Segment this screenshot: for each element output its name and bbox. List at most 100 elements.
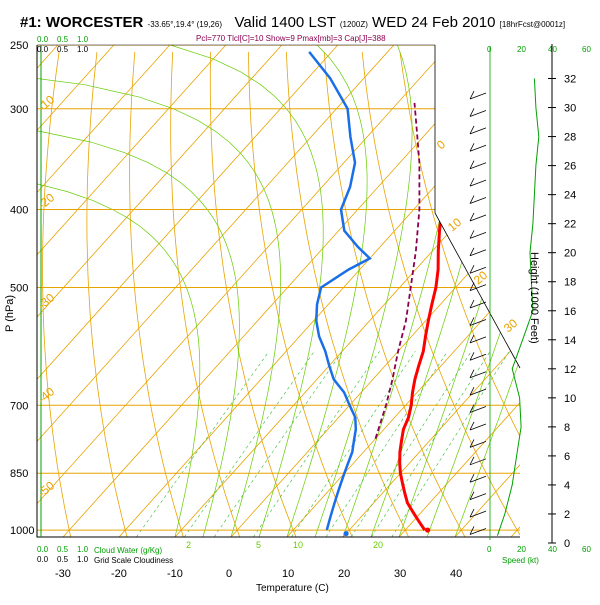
dry-adiabat-line — [210, 52, 296, 537]
cloud-scale-top-sub-label: 0.5 — [57, 45, 69, 54]
dry-adiabat-line — [87, 52, 127, 537]
cloud-scale-top-label: 0.0 — [37, 35, 49, 44]
cloud-scale-top-sub-label: 1.0 — [77, 45, 89, 54]
pressure-tick-label: 250 — [10, 40, 28, 52]
isotherm-line — [0, 45, 58, 537]
plot-area — [0, 45, 600, 537]
height-tick-label: 12 — [564, 364, 576, 376]
x-axis-label: Temperature (C) — [256, 583, 329, 594]
station-name: #1: WORCESTER — [20, 14, 143, 31]
height-tick-label: 18 — [564, 277, 576, 289]
dry-adiabat-line — [249, 52, 353, 537]
height-tick-label: 14 — [564, 335, 576, 347]
cloud-scale-bottom-sub-label: 0.5 — [57, 555, 69, 564]
temperature-tick-label: -20 — [111, 568, 127, 580]
cloud-scale-bottom-sub-label: 0.0 — [37, 555, 49, 564]
isotherm-line — [0, 45, 394, 537]
forecast-info: [18hrFcst@0001z] — [500, 20, 565, 29]
dry-adiabat-label: 30 — [501, 316, 520, 336]
mixing-ratio-label: 5 — [256, 540, 261, 550]
speed-tick-label-top: 0 — [487, 45, 492, 54]
dry-adiabat-line — [590, 52, 600, 537]
dry-adiabat-label: -30 — [35, 290, 58, 312]
height-tick-label: 30 — [564, 103, 576, 115]
dry-adiabat-label: -50 — [35, 478, 58, 500]
speed-tick-label-bottom: 0 — [487, 545, 492, 554]
speed-tick-label-top: 40 — [548, 45, 557, 54]
surface-temperature-dot — [425, 527, 430, 532]
dry-adiabat-line — [552, 52, 600, 537]
cloud-scale-bottom-label: 0.0 — [37, 545, 49, 554]
isotherm-line — [511, 45, 600, 537]
cloud-scale-top-sub-label: 0.0 — [37, 45, 49, 54]
moist-adiabat-line — [170, 45, 323, 537]
speed-tick-label-top: 60 — [582, 45, 591, 54]
temperature-tick-label: 10 — [282, 568, 294, 580]
height-tick-label: 20 — [564, 248, 576, 260]
dry-adiabat-line — [400, 52, 578, 537]
height-tick-label: 10 — [564, 393, 576, 405]
valid-date: WED 24 Feb 2010 — [372, 14, 495, 31]
station-coords: -33.65°,19.4° (19,26) — [148, 20, 222, 29]
moist-adiabat-line — [371, 45, 504, 537]
dry-adiabat-line — [438, 52, 600, 537]
temperature-tick-label: 40 — [450, 568, 462, 580]
height-tick-label: 4 — [564, 480, 570, 492]
speed-tick-label-bottom: 60 — [582, 545, 591, 554]
chart-title: #1: WORCESTER -33.65°,19.4° (19,26) Vali… — [20, 14, 565, 31]
cloud-legend-grid: Grid Scale Cloudiness — [94, 556, 173, 565]
y-axis-label: P (hPa) — [4, 295, 16, 332]
height-tick-label: 26 — [564, 161, 576, 173]
height-tick-label: 28 — [564, 132, 576, 144]
isotherm-line — [0, 45, 226, 537]
mixing-ratio-label: 10 — [293, 540, 303, 550]
temperature-tick-label: 20 — [338, 568, 350, 580]
dry-adiabat-label: 10 — [445, 215, 464, 235]
dry-adiabat-line — [362, 52, 521, 537]
cloud-scale-bottom-label: 0.5 — [57, 545, 69, 554]
speed-tick-label-bottom: 20 — [517, 545, 526, 554]
moist-adiabat-line — [427, 45, 584, 537]
moist-adiabat-line — [399, 45, 546, 537]
height-tick-label: 24 — [564, 190, 576, 202]
cloud-legend-water: Cloud Water (g/Kg) — [94, 546, 162, 555]
temperature-tick-label: -30 — [55, 568, 71, 580]
cloud-scale-top-label: 0.5 — [57, 35, 69, 44]
cloud-scale-bottom-sub-label: 1.0 — [77, 555, 89, 564]
pressure-tick-label: 400 — [10, 204, 28, 216]
height-tick-label: 6 — [564, 451, 570, 463]
height-tick-label: 2 — [564, 509, 570, 521]
isotherm-line — [7, 45, 450, 537]
isotherm-line — [287, 45, 600, 537]
isotherm-line — [0, 45, 282, 537]
valid-time: Valid 1400 LST — [235, 14, 336, 31]
height-tick-label: 32 — [564, 74, 576, 86]
mixing-ratio-line — [136, 351, 269, 537]
dry-adiabat-line — [514, 52, 600, 537]
stability-indices: Pcl=770 Tlcl[C]=10 Show=9 Pmax[mb]=3 Cap… — [196, 34, 386, 43]
dry-adiabat-label: 0 — [434, 137, 448, 152]
mixing-ratio-label: 2 — [186, 540, 191, 550]
mixing-ratio-label: 20 — [373, 540, 383, 550]
y2-axis-label: Height (1000 Feet) — [528, 252, 540, 344]
temperature-tick-label: 0 — [226, 568, 232, 580]
height-tick-label: 22 — [564, 219, 576, 231]
moist-adiabat-line — [315, 45, 412, 537]
temperature-tick-label: -10 — [167, 568, 183, 580]
speed-tick-label-top: 20 — [517, 45, 526, 54]
plot-frame — [37, 45, 520, 537]
height-tick-label: 0 — [564, 538, 570, 550]
pressure-tick-label: 1000 — [10, 525, 34, 537]
utc-time: (1200Z) — [340, 20, 368, 29]
isotherm-line — [63, 45, 506, 537]
height-tick-label: 8 — [564, 422, 570, 434]
isotherm-line — [399, 45, 600, 537]
pressure-tick-label: 300 — [10, 104, 28, 116]
mixing-ratio-line — [371, 351, 490, 537]
temperature-tick-label: 30 — [394, 568, 406, 580]
pressure-tick-label: 850 — [10, 468, 28, 480]
dry-adiabat-label: -40 — [35, 384, 58, 406]
cloud-scale-bottom-label: 1.0 — [77, 545, 89, 554]
